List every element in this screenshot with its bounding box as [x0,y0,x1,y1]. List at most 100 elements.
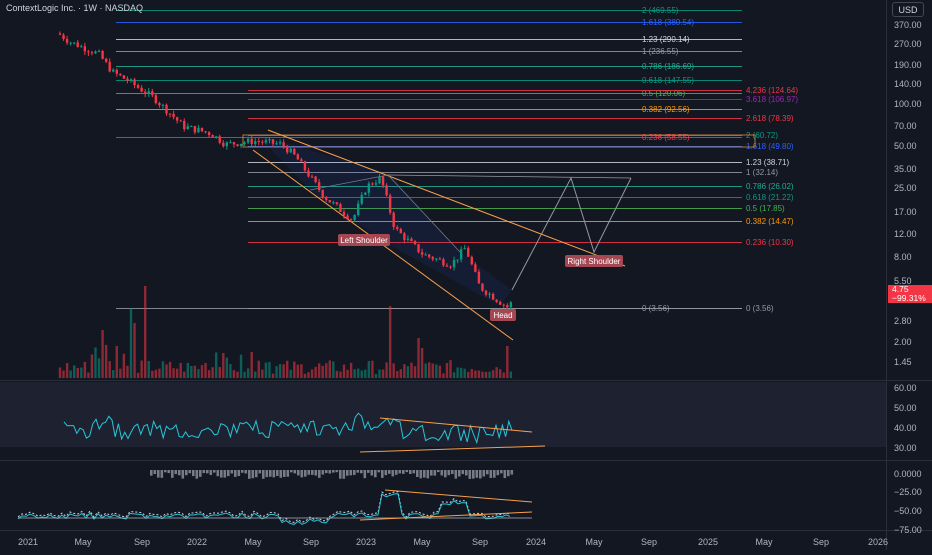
volume-bar [495,367,498,378]
current-price-change: −99.31% [892,293,926,303]
macd-histogram-bar [412,470,416,474]
right-shoulder-label-tag[interactable] [565,255,623,267]
macd-histogram-bar [276,470,279,476]
macd-histogram-bar [213,470,216,473]
fib-level-label: 0.5 (120.06) [642,89,685,98]
volume-bar [229,364,232,378]
candle-body [488,293,491,295]
fib-extension-label: 0.618 (21.22) [746,193,794,202]
time-axis-label: 2023 [356,537,376,547]
macd-histogram-bar [374,470,377,478]
macd-scale-label: −25.00 [894,487,922,497]
rsi-line [63,412,513,445]
upper-trendline[interactable] [267,129,626,267]
volume-bar [481,371,484,378]
fib-zone-box[interactable] [242,134,756,148]
volume-bar [271,373,275,378]
volume-bar [428,362,431,378]
volume-bar [431,363,434,378]
macd-histogram-bar [440,470,444,476]
macd-histogram-bar [244,470,248,474]
candle-body [417,244,420,253]
volume-bar [190,365,193,378]
candle-body [282,142,285,147]
volume-bar [328,360,331,378]
macd-histogram-bar [475,470,479,478]
volume-bar [385,362,388,378]
candle-body [392,212,395,228]
volume-bar [452,372,456,378]
candle-body [399,229,402,234]
volume-bar [399,369,402,378]
volume-bar [474,370,477,378]
projection-line[interactable] [511,176,632,291]
macd-histogram-bar [395,470,398,475]
volume-bar [122,353,126,378]
candle-body [158,103,161,106]
volume-bar [207,370,211,378]
candle-body [474,264,477,272]
volume-bar [154,369,158,378]
candle-body [168,113,172,115]
time-axis-label: Sep [641,537,657,547]
right-shoulder-label: Right Shoulder [568,257,621,266]
macd-histogram-bar [409,470,412,474]
time-axis-label: 2024 [526,537,546,547]
head-label-tag[interactable] [490,309,516,321]
candle-body [108,61,111,72]
fib-extension-label: 2.618 (78.39) [746,114,794,123]
volume-bar [403,364,406,378]
volume-bar [168,361,172,378]
candle-body [378,176,381,184]
candle-body [112,69,115,72]
volume-bar [161,361,165,378]
volume-bar [115,345,118,378]
left-shoulder-label-tag[interactable] [338,234,390,246]
rsi-trendline[interactable] [359,445,546,453]
macd-histogram-bar [510,470,514,475]
volume-bar [239,354,243,378]
candle-body [101,51,104,59]
macd-histogram-bar [181,470,185,479]
macd-histogram-bar [248,470,251,479]
macd-histogram-bar [307,470,311,475]
candle-body [332,202,335,204]
macd-histogram-bar [496,470,500,476]
time-axis-label: May [74,537,92,547]
candle-body [481,283,484,291]
candle-body [211,134,214,138]
volume-bar [211,367,214,378]
macd-histogram-bar [304,470,307,477]
candle-body [58,33,62,35]
rsi-trendline[interactable] [379,417,533,433]
volume-bar [250,352,253,378]
volume-bar [317,363,321,378]
fib-extension-label: 4.236 (124.64) [746,86,798,95]
volume-bar [349,362,353,378]
macd-histogram-bar [402,470,405,474]
macd-histogram-bar [321,470,325,475]
macd-histogram-bar [363,470,367,479]
macd-trendline[interactable] [384,489,533,503]
candle-body [62,34,65,40]
price-scale[interactable]: 370.00 270.00 190.00 140.00 100.00 70.00 50.00… [894,20,922,535]
volume-bar [339,371,342,378]
candle-body [289,148,292,153]
macd-trendline[interactable] [359,511,533,521]
macd-histogram-bar [269,470,272,477]
candle-body [183,120,186,130]
time-axis[interactable]: 2021 May Sep 2022 May Sep 2023 May Sep 2024 May Sep… [18,537,888,547]
macd-histogram-bar [174,470,178,475]
volume-bar [183,371,186,378]
fib-extension-label: 0 (3.56) [746,304,774,313]
currency-button[interactable]: USD [892,2,924,17]
macd-histogram-bar [388,470,391,474]
candle-body [87,51,90,53]
volume-bar [314,366,317,378]
candle-body [470,256,473,265]
neckline[interactable] [387,174,632,179]
macd-histogram-bar [262,470,265,479]
macd-histogram-bar [230,470,234,474]
